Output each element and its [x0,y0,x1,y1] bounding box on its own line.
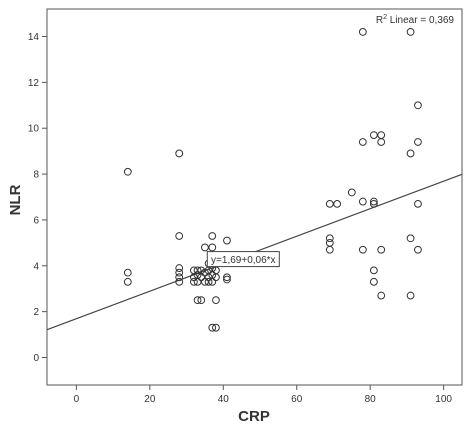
r-squared-label: R2 Linear = 0,369 [376,14,455,26]
data-point [377,291,386,300]
y-axis: 0 2 4 6 8 10 12 14 [28,32,47,364]
data-point [123,268,132,277]
equation-box [206,251,280,268]
data-point [123,167,132,176]
data-point [175,149,184,158]
data-point [175,268,184,277]
data-point [377,131,386,139]
data-point [406,149,415,158]
data-point [212,323,220,332]
data-point [325,245,334,254]
data-point [333,199,342,208]
y-tick-label: 6 [33,215,39,226]
data-point [208,243,217,252]
data-point [414,101,422,110]
y-tick-label: 12 [28,78,40,89]
data-point [369,197,378,206]
data-point [212,296,220,305]
data-point [175,232,184,240]
data-point [201,243,209,252]
data-point [193,266,202,275]
equation-box-group: y=1,69+0,06*x [206,251,280,268]
x-tick-label: 60 [291,394,303,405]
data-point [369,277,378,286]
data-point [377,245,386,254]
data-point [190,277,198,286]
y-axis-title: NLR [7,184,24,215]
y-tick-label: 2 [33,307,39,318]
y-tick-label: 14 [28,32,40,43]
data-point [223,273,231,282]
data-point [223,236,231,245]
data-point [414,245,422,254]
data-point [347,188,356,197]
x-tick-label: 0 [74,394,80,405]
data-point [325,234,334,243]
data-point [358,245,367,254]
data-point [369,131,378,139]
data-point [358,28,367,36]
data-point [208,323,217,332]
data-point [204,277,213,286]
x-tick-label: 80 [365,394,377,405]
data-point [197,296,206,305]
data-point [223,275,231,284]
data-point [406,234,415,243]
data-point [406,291,415,300]
y-tick-label: 8 [33,170,39,181]
data-point [406,28,415,36]
data-point [325,199,334,208]
data-point [175,273,184,282]
x-axis: 0 20 40 60 80 100 [74,385,452,405]
data-point [369,266,378,275]
data-point [175,277,184,286]
data-point [414,199,422,208]
x-axis-title: CRP [238,408,270,425]
data-point [414,138,422,146]
data-point [358,138,367,146]
data-point [212,273,220,282]
data-point [369,199,378,208]
data-point [358,197,367,206]
data-point [325,238,334,247]
x-tick-label: 20 [144,394,156,405]
data-points [123,28,422,332]
data-point [377,138,386,146]
data-point [123,277,132,286]
y-tick-label: 10 [28,124,40,135]
data-point [175,264,184,272]
x-tick-label: 100 [435,394,452,405]
data-point [193,296,202,305]
y-tick-label: 0 [33,353,39,364]
data-point [208,232,217,240]
plot-frame [46,8,463,386]
y-tick-label: 4 [33,261,39,272]
equation-label: y=1,69+0,06*x [211,255,276,266]
x-tick-label: 40 [218,394,230,405]
